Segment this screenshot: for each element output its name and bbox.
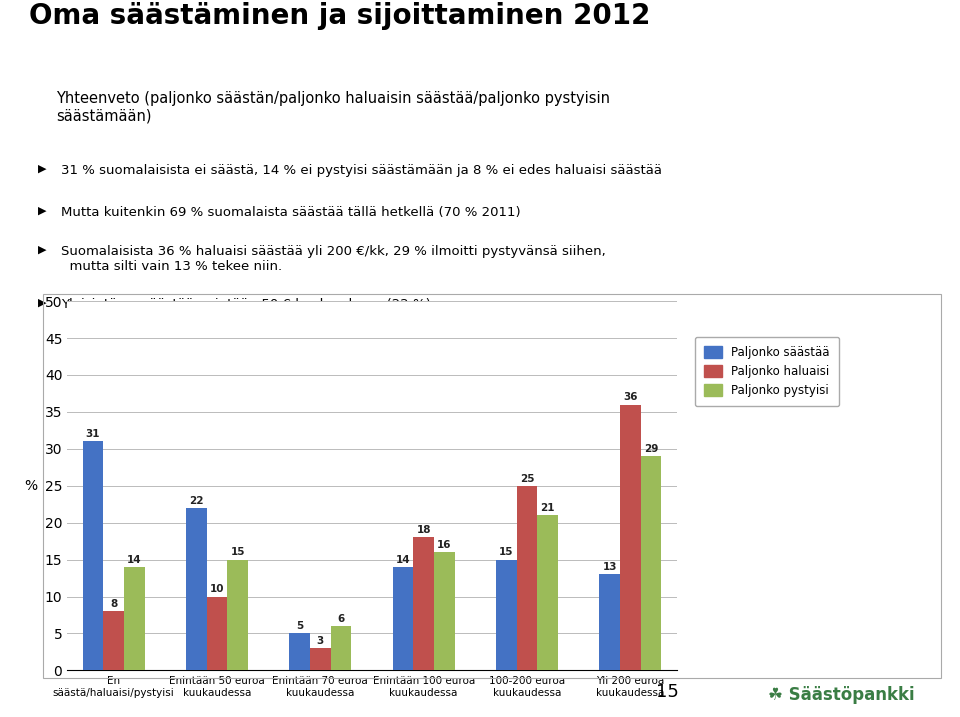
Text: 6: 6 [337, 614, 345, 624]
Text: Oma säästäminen ja sijoittaminen 2012: Oma säästäminen ja sijoittaminen 2012 [29, 1, 650, 29]
Text: 15: 15 [499, 547, 514, 557]
Bar [124, 567, 145, 670]
Bar [496, 559, 516, 670]
Text: 3: 3 [317, 636, 324, 646]
Text: 8: 8 [110, 599, 117, 609]
Text: 15: 15 [230, 547, 245, 557]
Text: 5: 5 [296, 621, 303, 631]
Bar [538, 516, 558, 670]
Text: 25: 25 [519, 473, 534, 483]
Text: 21: 21 [540, 503, 555, 513]
Bar [104, 612, 124, 670]
Text: ▶: ▶ [38, 206, 46, 216]
Text: 29: 29 [644, 444, 659, 454]
Bar [83, 442, 104, 670]
Bar [434, 552, 455, 670]
Bar [228, 559, 248, 670]
Y-axis label: %: % [24, 479, 37, 493]
Bar [186, 508, 206, 670]
Bar [640, 456, 661, 670]
Text: Yleisintä on säästää enintään 50 € kuukaudessa (22 %).: Yleisintä on säästää enintään 50 € kuuka… [60, 298, 435, 311]
Text: ▶: ▶ [38, 245, 46, 255]
Text: 18: 18 [417, 526, 431, 536]
Bar [393, 567, 414, 670]
Bar [620, 404, 640, 670]
Bar [206, 597, 228, 670]
Bar [599, 574, 620, 670]
Text: 14: 14 [127, 555, 142, 565]
Text: Yhteenveto (paljonko säästän/paljonko haluaisin säästää/paljonko pystyisin
sääst: Yhteenveto (paljonko säästän/paljonko ha… [56, 91, 611, 123]
Bar [310, 648, 330, 670]
Text: 10: 10 [210, 584, 225, 594]
Text: ▶: ▶ [38, 298, 46, 308]
Text: 13: 13 [602, 562, 617, 572]
Bar [330, 626, 351, 670]
Text: 31 % suomalaisista ei säästä, 14 % ei pystyisi säästämään ja 8 % ei edes haluais: 31 % suomalaisista ei säästä, 14 % ei py… [60, 163, 661, 177]
Text: ▶: ▶ [38, 163, 46, 174]
Text: 22: 22 [189, 495, 204, 505]
Text: 14: 14 [396, 555, 410, 565]
Text: 15: 15 [656, 683, 679, 701]
Text: 31: 31 [85, 429, 100, 440]
Bar [516, 486, 538, 670]
Text: Suomalaisista 36 % haluaisi säästää yli 200 €/kk, 29 % ilmoitti pystyvänsä siihe: Suomalaisista 36 % haluaisi säästää yli … [60, 245, 606, 273]
Bar [414, 538, 434, 670]
Bar [289, 634, 310, 670]
Text: ☘ Säästöpankki: ☘ Säästöpankki [768, 686, 915, 704]
Text: Mutta kuitenkin 69 % suomalaista säästää tällä hetkellä (70 % 2011): Mutta kuitenkin 69 % suomalaista säästää… [60, 206, 520, 219]
Text: 16: 16 [437, 540, 451, 550]
Text: 36: 36 [623, 392, 637, 402]
Legend: Paljonko säästää, Paljonko haluaisi, Paljonko pystyisi: Paljonko säästää, Paljonko haluaisi, Pal… [695, 336, 839, 407]
